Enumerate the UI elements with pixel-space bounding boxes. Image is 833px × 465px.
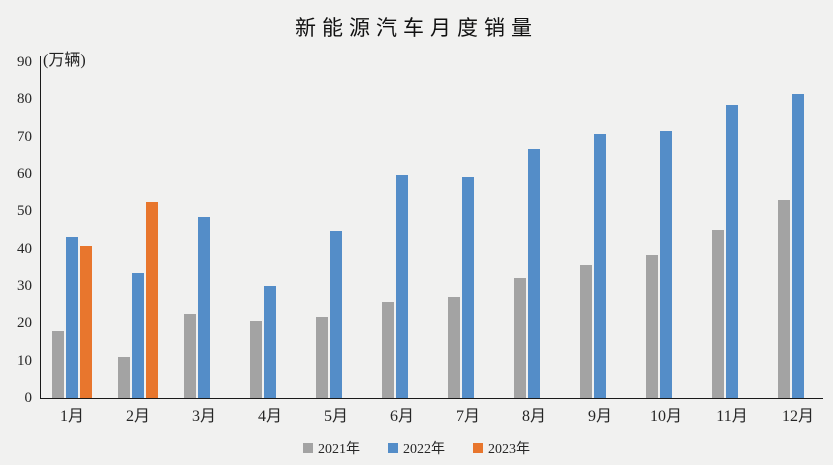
legend-label: 2022年	[403, 442, 445, 457]
x-axis-line	[40, 398, 823, 399]
y-axis-line	[40, 56, 41, 398]
x-tick-label: 3月	[191, 408, 216, 425]
bar-2023年-1月	[80, 245, 92, 398]
chart-title: 新能源汽车月度销量	[295, 16, 538, 40]
y-tick-label: 20	[17, 315, 32, 332]
bar-2022年-4月	[264, 286, 276, 398]
bar-2021年-2月	[118, 356, 130, 398]
y-tick-label: 60	[17, 166, 32, 182]
bar-2021年-1月	[52, 331, 64, 398]
bar-2022年-10月	[660, 131, 672, 398]
legend-label: 2023年	[488, 442, 530, 457]
bar-2022年-7月	[462, 176, 474, 398]
x-tick-label: 6月	[389, 408, 414, 425]
legend-swatch-icon	[388, 443, 398, 453]
legend-label: 2021年	[318, 442, 360, 457]
y-tick-label: 30	[17, 278, 32, 294]
legend: 2021年 2022年 2023年	[0, 438, 833, 458]
bar-2021年-11月	[712, 230, 724, 398]
x-tick-label: 12月	[781, 408, 814, 425]
legend-swatch-icon	[473, 443, 483, 453]
bar-2021年-5月	[316, 316, 328, 398]
bar-2021年-3月	[184, 313, 196, 398]
bar-2022年-1月	[66, 237, 78, 398]
y-tick-label: 50	[17, 203, 32, 220]
y-tick-label: 40	[17, 240, 32, 257]
bar-2023年-2月	[146, 202, 158, 398]
y-tick-label: 70	[17, 128, 32, 145]
x-tick-label: 8月	[521, 408, 546, 425]
y-tick-label: 10	[17, 352, 32, 369]
bar-2022年-5月	[330, 231, 342, 398]
bar-2022年-3月	[198, 217, 210, 398]
y-tick-label: 90	[17, 54, 32, 70]
x-tick-label: 7月	[455, 408, 480, 425]
legend-swatch-icon	[303, 443, 313, 453]
legend-item-2021年: 2021年	[303, 438, 360, 458]
x-tick-label: 5月	[323, 408, 348, 425]
y-tick-label: 0	[24, 390, 33, 406]
legend-item-2023年: 2023年	[473, 438, 530, 458]
x-tick-label: 1月	[59, 408, 84, 425]
bar-2021年-6月	[382, 302, 394, 398]
x-tick-label: 10月	[649, 408, 682, 425]
x-tick-label: 11月	[716, 408, 748, 425]
bar-2022年-11月	[726, 104, 738, 398]
bar-2021年-10月	[646, 255, 658, 398]
legend-item-2022年: 2022年	[388, 438, 445, 458]
bar-2021年-7月	[448, 296, 460, 398]
x-tick-label: 2月	[125, 408, 150, 425]
bar-2021年-8月	[514, 278, 526, 398]
bar-2022年-2月	[132, 273, 144, 398]
y-tick-label: 80	[17, 91, 32, 108]
bar-2021年-12月	[778, 199, 790, 398]
bar-2022年-6月	[396, 175, 408, 398]
x-tick-label: 4月	[257, 408, 282, 425]
bar-2022年-8月	[528, 149, 540, 398]
x-tick-label: 9月	[587, 408, 612, 425]
bar-2022年-9月	[594, 133, 606, 398]
bar-2021年-4月	[250, 321, 262, 398]
bar-2021年-9月	[580, 264, 592, 398]
y-axis-unit-label: (万辆)	[43, 52, 86, 69]
bar-2022年-12月	[792, 94, 804, 398]
